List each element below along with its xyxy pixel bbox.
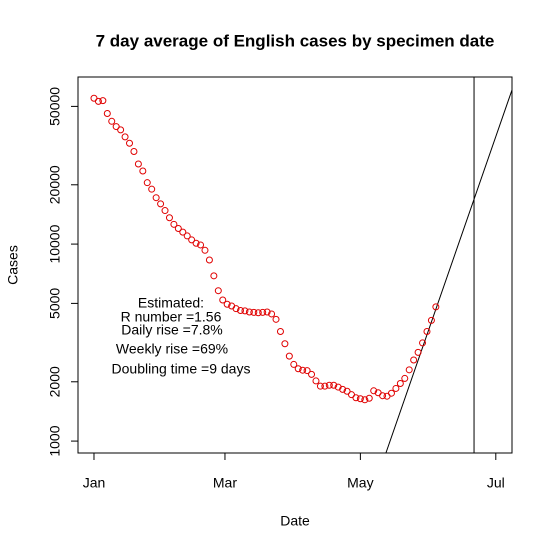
plot-area <box>90 77 512 453</box>
data-point <box>427 316 435 324</box>
data-point <box>356 395 364 403</box>
data-point <box>103 110 111 118</box>
data-point <box>165 214 173 222</box>
data-point <box>94 97 102 105</box>
data-point <box>294 365 302 373</box>
y-tick-label: 1000 <box>47 425 63 456</box>
data-point <box>405 366 413 374</box>
data-point <box>268 310 276 318</box>
data-point <box>139 167 147 175</box>
data-point <box>121 133 129 141</box>
data-point <box>99 97 107 105</box>
data-point <box>392 384 400 392</box>
data-point <box>237 307 245 315</box>
data-point <box>303 367 311 375</box>
y-tick-label: 2000 <box>47 366 63 397</box>
data-point <box>254 309 262 317</box>
data-point <box>365 394 373 402</box>
annotation: Doubling time =9 days <box>112 361 251 377</box>
data-point <box>272 315 280 323</box>
data-point <box>210 272 218 280</box>
data-point <box>205 256 213 264</box>
data-point <box>423 327 431 335</box>
annotation: Daily rise =7.8% <box>121 322 223 338</box>
data-point <box>250 308 258 316</box>
x-tick-label: May <box>347 475 373 491</box>
data-point <box>143 179 151 187</box>
data-point <box>387 389 395 397</box>
data-point <box>285 352 293 360</box>
x-axis-label: Date <box>280 513 310 529</box>
data-point <box>223 300 231 308</box>
data-point <box>126 139 134 147</box>
data-point <box>343 387 351 395</box>
data-point <box>183 232 191 240</box>
data-point <box>316 382 324 390</box>
annotation: R number =1.56 <box>121 309 222 325</box>
data-point <box>401 374 409 382</box>
data-point <box>108 117 116 125</box>
data-point <box>432 303 440 311</box>
fit-line <box>385 89 512 453</box>
data-point <box>339 385 347 393</box>
data-point <box>188 236 196 244</box>
data-point <box>352 394 360 402</box>
data-point <box>410 356 418 364</box>
y-tick-label: 5000 <box>47 288 63 319</box>
data-point <box>241 307 249 315</box>
data-point <box>161 207 169 215</box>
data-point <box>192 239 200 247</box>
data-point <box>152 194 160 202</box>
data-point <box>321 382 329 390</box>
data-point <box>419 339 427 347</box>
annotation: Estimated: <box>138 295 204 311</box>
data-point <box>219 296 227 304</box>
data-point <box>361 396 369 404</box>
data-point <box>281 340 289 348</box>
data-point <box>330 381 338 389</box>
y-tick-label: 20000 <box>47 165 63 204</box>
x-tick-label: Jul <box>487 475 505 491</box>
chart-title: 7 day average of English cases by specim… <box>96 31 495 50</box>
data-point <box>290 360 298 368</box>
data-point <box>157 200 165 208</box>
data-point <box>259 308 267 316</box>
data-point <box>148 185 156 193</box>
x-tick-label: Jan <box>83 475 106 491</box>
data-point <box>263 308 271 316</box>
data-point <box>134 160 142 168</box>
data-point <box>214 287 222 295</box>
data-point <box>201 246 209 254</box>
data-point <box>379 392 387 400</box>
y-tick-label: 10000 <box>47 224 63 263</box>
x-tick-label: Mar <box>213 475 237 491</box>
data-point <box>325 381 333 389</box>
data-point <box>396 380 404 388</box>
data-point <box>197 241 205 249</box>
data-point <box>179 228 187 236</box>
data-point <box>414 348 422 356</box>
annotation: Weekly rise =69% <box>116 341 228 357</box>
y-axis-label: Cases <box>5 245 21 285</box>
data-point <box>130 148 138 156</box>
data-point <box>245 308 253 316</box>
data-point <box>299 366 307 374</box>
data-point <box>170 220 178 228</box>
y-tick-label: 50000 <box>47 87 63 126</box>
data-point <box>370 387 378 395</box>
data-point <box>312 377 320 385</box>
data-point <box>174 224 182 232</box>
data-point <box>276 327 284 335</box>
data-point <box>117 126 125 134</box>
data-point <box>308 370 316 378</box>
data-point <box>112 123 120 131</box>
data-point <box>232 305 240 313</box>
plot-frame <box>77 76 513 454</box>
